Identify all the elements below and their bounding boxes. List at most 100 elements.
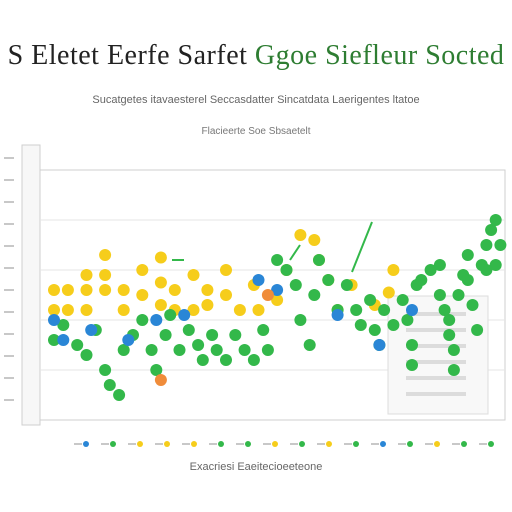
legend-swatch (218, 441, 224, 447)
scatter-point-yellow (154, 299, 167, 311)
legend-swatch (245, 441, 251, 447)
scatter-point-yellow (294, 229, 307, 241)
scatter-point-green (150, 364, 163, 376)
legend-dash (182, 443, 190, 445)
scatter-point-green (485, 224, 498, 236)
scatter-point-blue (48, 314, 60, 326)
inset-line (406, 312, 466, 316)
scatter-point-green (136, 314, 149, 326)
scatter-point-green (57, 319, 70, 331)
scatter-point-yellow (308, 234, 321, 246)
scatter-point-green (461, 274, 474, 286)
scatter-point-blue (57, 334, 70, 346)
legend-swatch (299, 441, 305, 447)
scatter-point-green (145, 344, 158, 356)
scatter-point-green (406, 359, 418, 371)
legend-dash (209, 443, 217, 445)
scatter-point-green (206, 329, 219, 341)
scatter-point-yellow (187, 269, 200, 281)
scatter-point-orange (154, 374, 167, 386)
scatter-point-yellow (220, 289, 232, 301)
scatter-point-blue (406, 304, 418, 316)
scatter-point-yellow (220, 264, 232, 276)
scatter-point-green (289, 279, 302, 291)
scatter-point-green (480, 264, 493, 276)
inset-line (406, 328, 466, 332)
legend-dash (425, 443, 433, 445)
scatter-point-yellow (117, 284, 130, 296)
chart-title: S Eletet Eerfe Sarfet Ggoe Siefleur Soct… (0, 40, 512, 72)
scatter-point-green (71, 339, 84, 351)
scatter-point-yellow (154, 276, 167, 289)
scatter-point-green (210, 344, 223, 356)
scatter-point-green (406, 339, 418, 351)
scatter-point-green (480, 239, 493, 251)
scatter-point-yellow (99, 269, 112, 281)
scatter-point-green (424, 264, 437, 276)
scatter-point-green (494, 239, 507, 251)
scatter-point-green (489, 259, 502, 271)
scatter-point-green (364, 294, 377, 306)
scatter-point-green (247, 354, 260, 366)
scatter-point-yellow (61, 304, 74, 316)
scatter-point-green (229, 329, 242, 341)
scatter-point-green (438, 304, 451, 316)
scatter-point-green (322, 274, 335, 286)
scatter-point-green (443, 314, 456, 326)
scatter-point-yellow (99, 284, 112, 296)
scatter-point-green (159, 329, 172, 341)
scatter-point-green (117, 344, 130, 356)
trend-stroke (351, 221, 373, 273)
scatter-point-green (280, 264, 293, 276)
scatter-point-yellow (271, 294, 284, 306)
scatter-point-green (433, 289, 446, 301)
legend-swatch (488, 441, 494, 447)
scatter-point-green (452, 289, 465, 301)
scatter-point-yellow (99, 249, 112, 261)
inset-line (406, 360, 466, 364)
legend-swatch (191, 441, 197, 447)
scatter-point-green (471, 324, 484, 336)
scatter-point-yellow (80, 269, 93, 281)
scatter-point-yellow (187, 304, 200, 316)
scatter-point-green (182, 324, 195, 336)
chart-subtitle: Sucatgetes itavaesterel Seccasdatter Sin… (92, 94, 420, 106)
scatter-point-green (443, 329, 456, 341)
legend-dash (317, 443, 325, 445)
scatter-point-blue (150, 314, 163, 326)
scatter-point-green (164, 309, 177, 321)
inset-line (406, 376, 466, 380)
scatter-point-green (271, 254, 284, 266)
legend-dash (263, 443, 271, 445)
y-ruler-panel (21, 144, 41, 426)
scatter-point-green (238, 344, 251, 356)
legend-swatch (461, 441, 467, 447)
scatter-point-yellow (168, 284, 181, 296)
chart-title-left: S Eletet Eerfe Sarfet (7, 40, 248, 71)
scatter-point-yellow (154, 251, 167, 264)
scatter-point-green (48, 334, 60, 346)
scatter-point-blue (178, 309, 191, 321)
scatter-point-blue (373, 339, 386, 351)
scatter-point-blue (331, 309, 344, 321)
legend-dash (452, 443, 460, 445)
legend-swatch (353, 441, 359, 447)
legend-dash (128, 443, 136, 445)
inset-line (406, 392, 466, 396)
legend-dash (479, 443, 487, 445)
scatter-point-yellow (80, 284, 93, 296)
legend-swatch (110, 441, 116, 447)
scatter-point-blue (252, 274, 265, 286)
scatter-point-green (308, 289, 321, 301)
scatter-point-green (354, 319, 367, 331)
scatter-point-yellow (61, 284, 74, 296)
scatter-point-green (378, 304, 391, 316)
scatter-point-yellow (201, 284, 214, 296)
scatter-point-green (103, 379, 116, 391)
scatter-point-yellow (252, 304, 265, 316)
scatter-point-green (447, 344, 460, 356)
scatter-point-blue (271, 284, 284, 296)
scatter-point-green (350, 304, 363, 316)
scatter-point-green (387, 319, 400, 331)
